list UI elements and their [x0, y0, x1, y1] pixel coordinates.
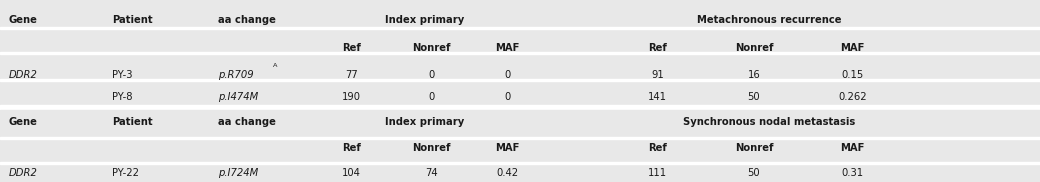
Text: 77: 77 — [345, 70, 358, 80]
Bar — [0, 162, 1040, 182]
Text: 50: 50 — [748, 92, 760, 102]
Text: 0: 0 — [428, 70, 435, 80]
Text: MAF: MAF — [840, 143, 865, 153]
Bar — [0, 27, 1040, 29]
Text: DDR2: DDR2 — [8, 168, 37, 177]
Text: Synchronous nodal metastasis: Synchronous nodal metastasis — [683, 117, 856, 126]
Text: 0.262: 0.262 — [838, 92, 867, 102]
Text: p.I474M: p.I474M — [218, 92, 259, 102]
Text: Nonref: Nonref — [734, 43, 774, 53]
Bar — [0, 0, 1040, 52]
Text: 0.15: 0.15 — [841, 70, 864, 80]
Text: MAF: MAF — [495, 43, 520, 53]
Text: PY-3: PY-3 — [112, 70, 133, 80]
Text: 50: 50 — [748, 168, 760, 177]
Text: 190: 190 — [342, 92, 361, 102]
Text: MAF: MAF — [495, 143, 520, 153]
Text: 91: 91 — [651, 70, 664, 80]
Bar — [0, 137, 1040, 139]
Text: DDR2: DDR2 — [8, 70, 37, 80]
Text: p.I724M: p.I724M — [218, 168, 259, 177]
Bar — [0, 52, 1040, 105]
Text: A: A — [272, 63, 277, 68]
Text: 16: 16 — [748, 70, 760, 80]
Text: 0: 0 — [504, 92, 511, 102]
Text: Gene: Gene — [8, 117, 37, 126]
Text: Index primary: Index primary — [385, 15, 464, 25]
Text: 0: 0 — [504, 70, 511, 80]
Text: Nonref: Nonref — [412, 143, 451, 153]
Text: 0: 0 — [428, 92, 435, 102]
Text: 0.31: 0.31 — [841, 168, 864, 177]
Text: 141: 141 — [648, 92, 667, 102]
Text: Ref: Ref — [342, 43, 361, 53]
Bar — [0, 52, 1040, 54]
Text: p.R709: p.R709 — [218, 70, 254, 80]
Text: Ref: Ref — [648, 143, 667, 153]
Text: MAF: MAF — [840, 43, 865, 53]
Text: Gene: Gene — [8, 15, 37, 25]
Text: PY-8: PY-8 — [112, 92, 133, 102]
Text: 74: 74 — [425, 168, 438, 177]
Bar — [0, 105, 1040, 110]
Bar — [0, 79, 1040, 81]
Text: aa change: aa change — [218, 117, 277, 126]
Text: Nonref: Nonref — [412, 43, 451, 53]
Bar — [0, 162, 1040, 164]
Text: 111: 111 — [648, 168, 667, 177]
Bar — [0, 110, 1040, 162]
Text: Ref: Ref — [648, 43, 667, 53]
Text: Index primary: Index primary — [385, 117, 464, 126]
Text: 104: 104 — [342, 168, 361, 177]
Text: Patient: Patient — [112, 15, 153, 25]
Text: aa change: aa change — [218, 15, 277, 25]
Text: Metachronous recurrence: Metachronous recurrence — [698, 15, 841, 25]
Text: Nonref: Nonref — [734, 143, 774, 153]
Text: Patient: Patient — [112, 117, 153, 126]
Text: PY-22: PY-22 — [112, 168, 139, 177]
Text: Ref: Ref — [342, 143, 361, 153]
Text: 0.42: 0.42 — [496, 168, 519, 177]
